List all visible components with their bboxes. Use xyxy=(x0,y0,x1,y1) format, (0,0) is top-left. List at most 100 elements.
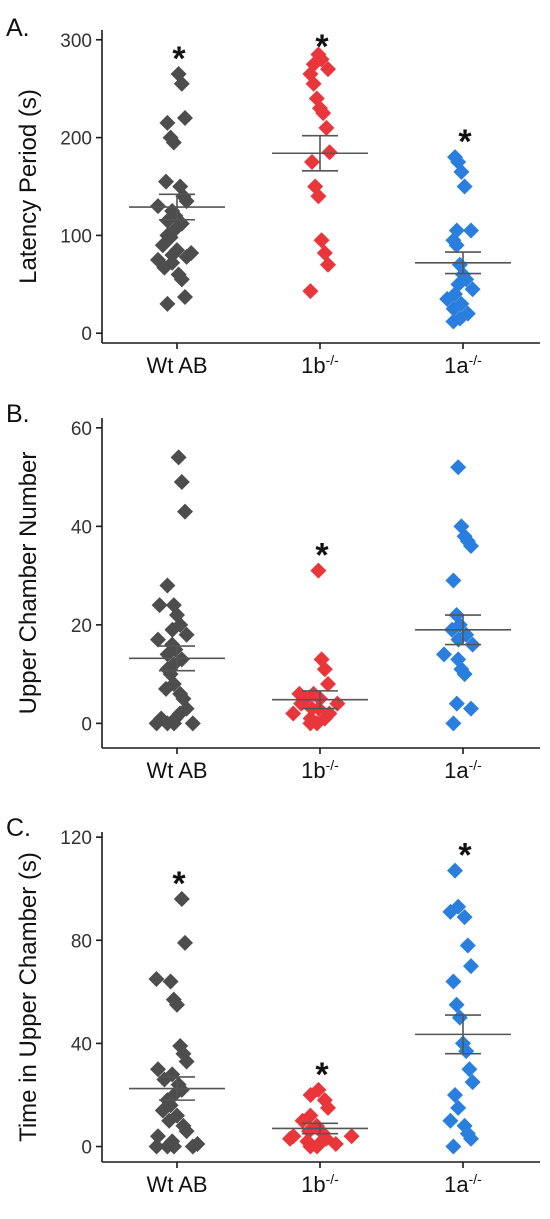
y-tick-label: 300 xyxy=(60,31,92,52)
data-point xyxy=(162,973,179,990)
data-point xyxy=(318,119,335,136)
x-tick-label: Wt AB xyxy=(146,353,207,378)
group-1: Wt AB * xyxy=(129,865,225,1197)
y-tick-label: 60 xyxy=(71,419,92,440)
x-tick-label: Wt AB xyxy=(146,1172,207,1197)
group-2: 1b-/- * xyxy=(272,537,368,783)
data-point xyxy=(148,970,165,987)
data-point xyxy=(172,685,189,702)
y-tick-label: 120 xyxy=(60,828,92,849)
data-point xyxy=(445,715,462,732)
data-point xyxy=(165,991,182,1008)
significance-star: * xyxy=(315,28,329,66)
data-point xyxy=(343,1128,360,1145)
data-point xyxy=(445,572,462,589)
data-point xyxy=(177,503,193,520)
group-3: 1a-/- * xyxy=(415,837,511,1197)
data-point xyxy=(299,1133,316,1150)
data-point xyxy=(456,1117,473,1134)
y-tick-label: 0 xyxy=(81,1138,92,1159)
data-point xyxy=(310,1081,327,1098)
data-point xyxy=(184,715,201,732)
y-axis-label: Time in Upper Chamber (s) xyxy=(15,852,42,1142)
data-point xyxy=(459,937,476,954)
x-tick-label: Wt AB xyxy=(146,758,207,783)
y-tick-label: 40 xyxy=(71,517,92,538)
data-point xyxy=(316,1092,333,1109)
data-point xyxy=(313,232,330,249)
y-axis-label: Upper Chamber Number xyxy=(15,452,42,715)
y-axis-label: Latency Period (s) xyxy=(15,89,42,284)
data-point xyxy=(150,1061,166,1078)
data-point xyxy=(459,305,476,322)
data-point xyxy=(313,651,330,668)
data-point xyxy=(456,178,473,195)
data-point xyxy=(456,909,473,926)
data-point xyxy=(177,934,193,951)
data-point xyxy=(285,1128,302,1145)
data-point xyxy=(320,675,336,692)
panel-label: A. xyxy=(6,14,30,42)
group-1: Wt AB xyxy=(129,449,225,783)
data-point xyxy=(159,295,176,312)
significance-star: * xyxy=(458,123,472,161)
data-point xyxy=(153,710,170,727)
data-point xyxy=(159,577,176,594)
data-point xyxy=(177,110,193,127)
panel-3: C. Time in Upper Chamber (s) 0 40 80 120 Wt AB… xyxy=(6,814,540,1197)
data-point xyxy=(310,562,327,579)
y-tick-label: 200 xyxy=(60,129,92,150)
data-point xyxy=(183,245,200,262)
data-point xyxy=(170,449,187,466)
data-point xyxy=(447,1086,463,1103)
y-tick-label: 100 xyxy=(60,226,92,247)
group-2: 1b-/- * xyxy=(272,28,368,378)
data-point xyxy=(450,1099,467,1116)
data-point xyxy=(442,1112,459,1129)
data-point xyxy=(164,1133,181,1150)
data-point xyxy=(150,251,166,268)
x-tick-label: 1b-/- xyxy=(301,1171,339,1197)
data-point xyxy=(148,1138,165,1155)
data-point xyxy=(464,281,481,298)
data-point xyxy=(320,256,336,273)
data-point xyxy=(453,518,470,535)
y-tick-label: 40 xyxy=(71,1034,92,1055)
data-point xyxy=(302,283,319,300)
data-point xyxy=(445,973,462,990)
data-point xyxy=(291,685,308,702)
data-point xyxy=(170,66,187,83)
data-point xyxy=(304,154,320,171)
data-point xyxy=(310,46,327,63)
data-point xyxy=(175,1117,192,1134)
data-point xyxy=(320,61,336,78)
group-1: Wt AB * xyxy=(129,40,225,378)
data-point xyxy=(150,198,166,215)
data-point xyxy=(177,289,193,306)
data-point xyxy=(170,266,187,283)
data-point xyxy=(172,1037,189,1054)
group-3: 1a-/- * xyxy=(415,123,511,378)
data-point xyxy=(308,90,325,107)
data-point xyxy=(445,1138,462,1155)
data-point xyxy=(461,1061,478,1078)
data-point xyxy=(302,710,319,727)
data-point xyxy=(169,242,185,259)
data-point xyxy=(447,149,463,166)
panel-2: B. Upper Chamber Number 0 20 40 60 Wt AB 1b-/- *… xyxy=(6,400,540,783)
x-tick-label: 1a-/- xyxy=(444,352,482,378)
x-tick-label: 1b-/- xyxy=(301,757,339,783)
significance-star: * xyxy=(172,40,186,78)
data-point xyxy=(463,222,479,239)
data-point xyxy=(158,173,174,190)
data-point xyxy=(436,646,452,663)
data-point xyxy=(450,898,467,915)
data-point xyxy=(151,597,168,614)
data-point xyxy=(307,178,324,195)
y-tick-label: 20 xyxy=(71,616,92,637)
data-point xyxy=(150,631,166,648)
panel-label: C. xyxy=(6,814,31,842)
data-point xyxy=(305,685,322,702)
